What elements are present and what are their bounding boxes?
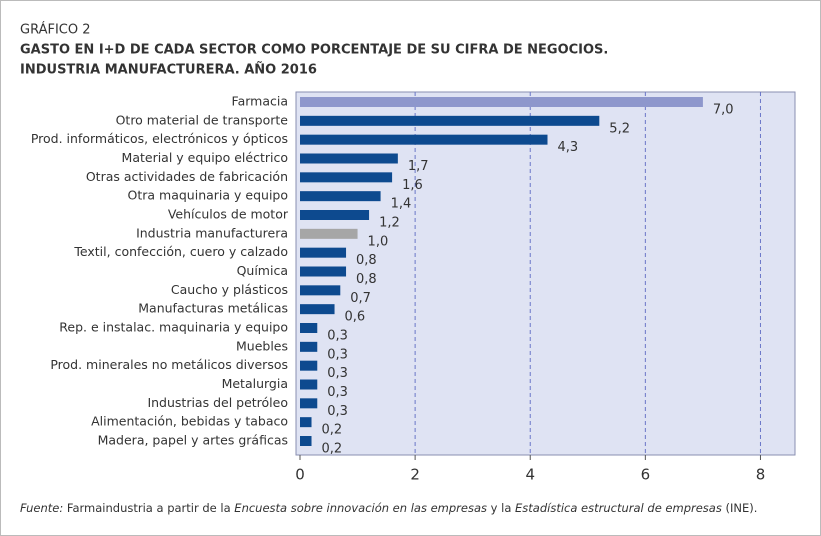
value-label: 0,3 <box>327 404 348 419</box>
value-label: 1,0 <box>368 234 389 249</box>
bar <box>300 379 318 390</box>
bar <box>300 172 393 183</box>
category-label: Alimentación, bebidas y tabaco <box>91 414 288 429</box>
category-label: Textil, confección, cuero y calzado <box>73 244 288 259</box>
value-label: 7,0 <box>713 103 734 118</box>
bar <box>300 191 381 202</box>
value-label: 0,3 <box>327 329 348 344</box>
bar <box>300 115 600 126</box>
x-tick-label: 8 <box>756 466 766 484</box>
chart-title: INDUSTRIA MANUFACTURERA. AÑO 2016 <box>20 62 317 78</box>
x-tick-label: 2 <box>410 466 420 484</box>
x-tick-label: 6 <box>641 466 651 484</box>
chart-label: GRÁFICO 2 <box>20 22 91 38</box>
bar <box>300 134 548 145</box>
bar <box>300 398 318 409</box>
category-label: Prod. minerales no metálicos diversos <box>50 357 288 372</box>
value-label: 0,2 <box>322 423 343 438</box>
category-label: Material y equipo eléctrico <box>122 150 288 165</box>
category-label: Caucho y plásticos <box>171 282 288 297</box>
value-label: 0,8 <box>356 272 377 287</box>
x-tick-label: 0 <box>295 466 305 484</box>
bar <box>300 228 358 239</box>
bar <box>300 97 703 107</box>
value-label: 0,3 <box>327 347 348 362</box>
plot-area <box>295 91 796 456</box>
category-label: Prod. informáticos, electrónicos y óptic… <box>31 131 288 146</box>
value-label: 0,6 <box>345 310 366 325</box>
category-label: Otro material de transporte <box>116 112 289 127</box>
value-label: 0,3 <box>327 366 348 381</box>
bar <box>300 341 318 352</box>
value-label: 0,8 <box>356 253 377 268</box>
bar <box>300 210 370 220</box>
value-label: 5,2 <box>609 121 630 136</box>
x-tick-label: 4 <box>525 466 535 484</box>
bar <box>300 304 335 315</box>
category-label: Otras actividades de fabricación <box>86 169 288 184</box>
category-label: Vehículos de motor <box>168 207 289 222</box>
category-label: Manufacturas metálicas <box>138 301 288 316</box>
value-label: 4,3 <box>558 140 579 155</box>
value-label: 0,2 <box>322 442 343 457</box>
category-label: Madera, papel y artes gráficas <box>98 433 288 448</box>
category-label: Farmacia <box>232 94 288 109</box>
category-label: Metalurgia <box>222 376 288 391</box>
bar <box>300 247 347 258</box>
category-label: Muebles <box>236 338 288 353</box>
bar <box>300 436 312 446</box>
value-label: 1,7 <box>408 159 429 174</box>
source-note: Fuente: Farmaindustria a partir de la En… <box>20 501 757 515</box>
chart-title: GASTO EN I+D DE CADA SECTOR COMO PORCENT… <box>20 43 608 58</box>
category-label: Industrias del petróleo <box>147 395 288 410</box>
value-label: 0,3 <box>327 385 348 400</box>
value-label: 0,7 <box>350 291 371 306</box>
bar <box>300 266 347 277</box>
bar <box>300 360 318 371</box>
bar <box>300 417 312 428</box>
category-label: Industria manufacturera <box>136 225 288 240</box>
bar <box>300 285 341 296</box>
bar <box>300 323 318 333</box>
category-label: Química <box>237 263 288 278</box>
value-label: 1,2 <box>379 216 400 231</box>
value-label: 1,4 <box>391 197 412 212</box>
value-label: 1,6 <box>402 178 423 193</box>
category-label: Rep. e instalac. maquinaria y equipo <box>59 320 288 335</box>
category-label: Otra maquinaria y equipo <box>128 188 288 203</box>
bar <box>300 153 398 164</box>
